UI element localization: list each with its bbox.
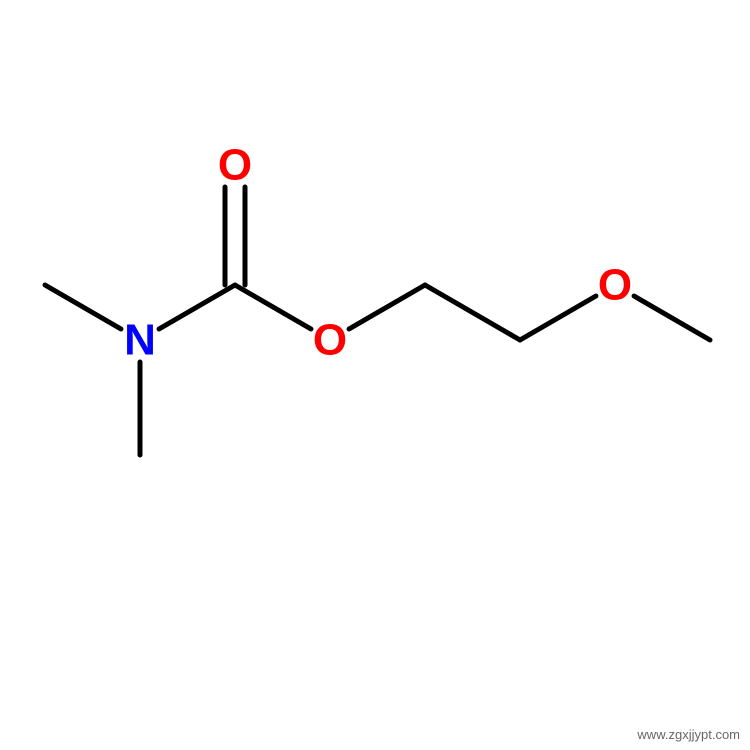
svg-text:N: N xyxy=(124,316,156,365)
molecule-diagram: N O O O xyxy=(0,0,750,750)
svg-text:O: O xyxy=(598,261,632,310)
svg-text:O: O xyxy=(218,141,252,190)
watermark-text: www.zgxjjypt.com xyxy=(637,727,740,742)
svg-text:O: O xyxy=(313,316,347,365)
